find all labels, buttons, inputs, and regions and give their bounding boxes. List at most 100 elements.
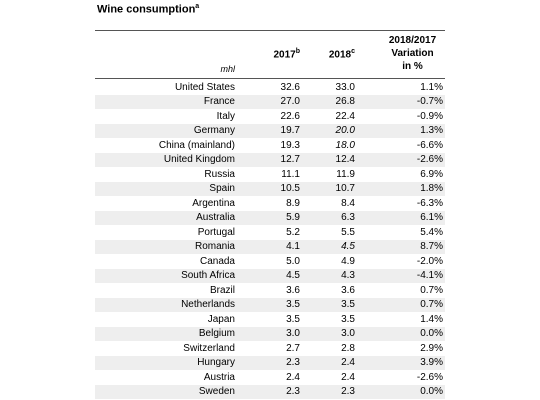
country: Australia [196, 212, 235, 223]
country: Netherlands [181, 299, 235, 310]
variation: -0.9% [416, 110, 443, 122]
value-2018: 6.3 [341, 212, 355, 223]
variation: -6.3% [416, 197, 443, 209]
variation: 1.8% [420, 183, 443, 194]
country: United States [174, 81, 235, 93]
variation: -2.6% [416, 154, 443, 165]
title: Wine consumptiona [97, 3, 199, 16]
row-stripe [95, 210, 445, 225]
col-header: 2018/2017 Variation in % [380, 34, 445, 73]
country: China (mainland) [158, 139, 235, 151]
variation: 0.7% [420, 299, 443, 310]
row-stripe [95, 384, 445, 399]
variation: 2.9% [420, 342, 443, 354]
value-2017: 2.3 [286, 357, 300, 368]
unit: mhl [220, 64, 235, 74]
col-header-line: 2018/2017 [388, 35, 437, 46]
value-2018: 10.7 [335, 183, 355, 194]
variation: 8.7% [420, 241, 443, 252]
variation: 1.4% [420, 313, 443, 325]
col-header: 2018c [329, 48, 355, 60]
value-2018: 8.4 [341, 197, 355, 209]
value-2017: 3.6 [286, 284, 300, 296]
row-stripe [95, 181, 445, 196]
country: Japan [207, 313, 235, 325]
value-2017: 3.5 [286, 313, 300, 325]
value-2017: 2.4 [286, 371, 300, 383]
value-2018: 18.0 [335, 139, 355, 151]
country: South Africa [181, 270, 235, 281]
country: Argentina [192, 197, 235, 209]
value-2018: 11.9 [336, 168, 355, 180]
variation: 0.0% [420, 386, 443, 397]
value-2018: 4.9 [341, 255, 355, 267]
value-2018: 20.0 [335, 125, 355, 136]
variation: 5.4% [420, 226, 443, 238]
country: Canada [199, 255, 235, 267]
country: Italy [216, 110, 235, 122]
variation: -4.1% [416, 270, 443, 281]
value-2017: 4.5 [286, 270, 300, 281]
value-2018: 2.4 [341, 357, 355, 368]
country: Sweden [198, 386, 235, 397]
country: Portugal [197, 226, 235, 238]
country: Romania [194, 241, 235, 252]
value-2017: 3.5 [286, 299, 300, 310]
value-2017: 5.0 [286, 255, 300, 267]
col-header-text: 2018 [328, 49, 352, 61]
col-header-note: b [295, 48, 300, 55]
col-header-line: in % [402, 61, 423, 72]
variation: 6.1% [420, 212, 443, 223]
variation: 1.3% [420, 125, 443, 136]
value-2017: 32.6 [280, 81, 300, 93]
value-2018: 3.6 [341, 284, 355, 296]
col-header-line: Variation [391, 48, 434, 59]
value-2017: 4.1 [286, 241, 300, 252]
value-2018: 2.8 [341, 342, 355, 354]
col-header-note: c [351, 48, 355, 55]
value-2018: 22.4 [335, 110, 355, 122]
value-2017: 2.7 [286, 342, 300, 354]
value-2018: 3.0 [341, 328, 355, 339]
value-2018: 33.0 [335, 81, 355, 93]
row-stripe [95, 152, 445, 167]
row-stripe [95, 297, 445, 312]
value-2018: 4.3 [341, 270, 355, 281]
col-header-text: 2017 [273, 49, 296, 61]
row-stripe [95, 268, 445, 283]
variation: -6.6% [416, 139, 443, 151]
variation: -2.6% [416, 371, 443, 383]
title-note: a [195, 3, 200, 10]
value-2018: 3.5 [341, 313, 355, 325]
row-stripe [95, 94, 445, 109]
country: Switzerland [183, 342, 235, 354]
country: Brazil [209, 284, 235, 296]
value-2018: 26.8 [335, 96, 355, 107]
country: Austria [203, 371, 235, 383]
col-header: 2017b [273, 48, 300, 60]
value-2017: 22.6 [280, 110, 300, 122]
value-2017: 10.5 [280, 183, 300, 194]
country: Germany [193, 125, 235, 136]
value-2018: 4.5 [341, 241, 355, 252]
title-text: Wine consumption [97, 3, 196, 16]
variation: 1.1% [420, 81, 443, 93]
value-2018: 2.4 [341, 371, 355, 383]
value-2018: 3.5 [341, 299, 355, 310]
variation: 3.9% [420, 357, 443, 368]
value-2018: 2.3 [341, 386, 355, 397]
variation: 0.0% [420, 328, 443, 339]
country: Hungary [197, 357, 235, 368]
value-2017: 5.9 [286, 212, 300, 223]
value-2017: 19.7 [280, 125, 300, 136]
row-stripe [95, 355, 445, 370]
value-2018: 12.4 [335, 154, 355, 165]
value-2018: 5.5 [341, 226, 355, 238]
header-rule [95, 78, 445, 79]
value-2017: 19.3 [280, 139, 300, 151]
value-2017: 11.1 [281, 168, 300, 180]
top-rule [95, 30, 445, 31]
variation: -0.7% [416, 96, 443, 107]
value-2017: 27.0 [280, 96, 300, 107]
